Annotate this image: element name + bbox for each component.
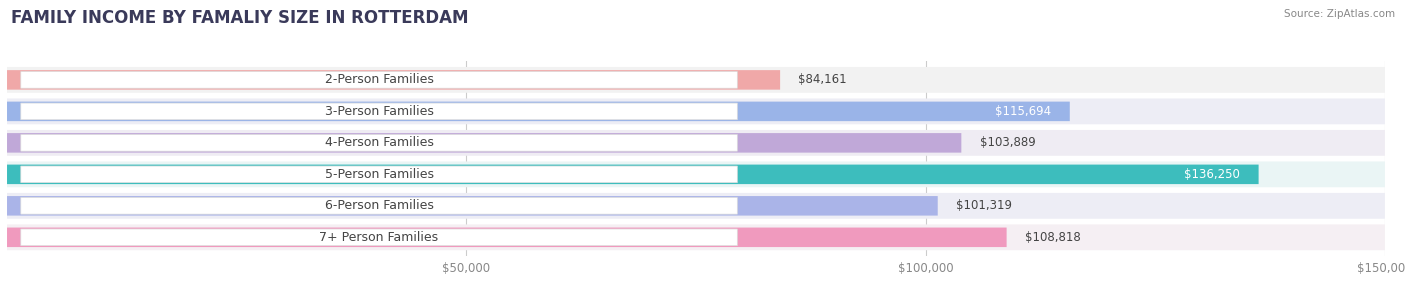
FancyBboxPatch shape: [21, 103, 737, 120]
FancyBboxPatch shape: [7, 193, 1385, 219]
FancyBboxPatch shape: [7, 67, 1385, 93]
Text: $103,889: $103,889: [980, 136, 1035, 149]
FancyBboxPatch shape: [7, 133, 962, 152]
FancyBboxPatch shape: [7, 161, 1385, 187]
Text: $84,161: $84,161: [799, 74, 848, 86]
FancyBboxPatch shape: [7, 102, 1070, 121]
FancyBboxPatch shape: [21, 229, 737, 246]
FancyBboxPatch shape: [7, 165, 1258, 184]
FancyBboxPatch shape: [21, 198, 737, 214]
FancyBboxPatch shape: [7, 196, 938, 216]
FancyBboxPatch shape: [7, 228, 1007, 247]
FancyBboxPatch shape: [7, 70, 780, 90]
FancyBboxPatch shape: [7, 224, 1385, 250]
Text: $108,818: $108,818: [1025, 231, 1081, 244]
Text: 2-Person Families: 2-Person Families: [325, 74, 433, 86]
Text: 4-Person Families: 4-Person Families: [325, 136, 433, 149]
FancyBboxPatch shape: [7, 130, 1385, 156]
Text: $136,250: $136,250: [1184, 168, 1240, 181]
Text: $101,319: $101,319: [956, 199, 1012, 212]
Text: 3-Person Families: 3-Person Families: [325, 105, 433, 118]
FancyBboxPatch shape: [7, 99, 1385, 124]
Text: $115,694: $115,694: [995, 105, 1052, 118]
FancyBboxPatch shape: [21, 166, 737, 183]
Text: 6-Person Families: 6-Person Families: [325, 199, 433, 212]
FancyBboxPatch shape: [21, 72, 737, 88]
Text: 5-Person Families: 5-Person Families: [325, 168, 433, 181]
FancyBboxPatch shape: [21, 135, 737, 151]
Text: Source: ZipAtlas.com: Source: ZipAtlas.com: [1284, 9, 1395, 19]
Text: FAMILY INCOME BY FAMALIY SIZE IN ROTTERDAM: FAMILY INCOME BY FAMALIY SIZE IN ROTTERD…: [11, 9, 468, 27]
Text: 7+ Person Families: 7+ Person Families: [319, 231, 439, 244]
